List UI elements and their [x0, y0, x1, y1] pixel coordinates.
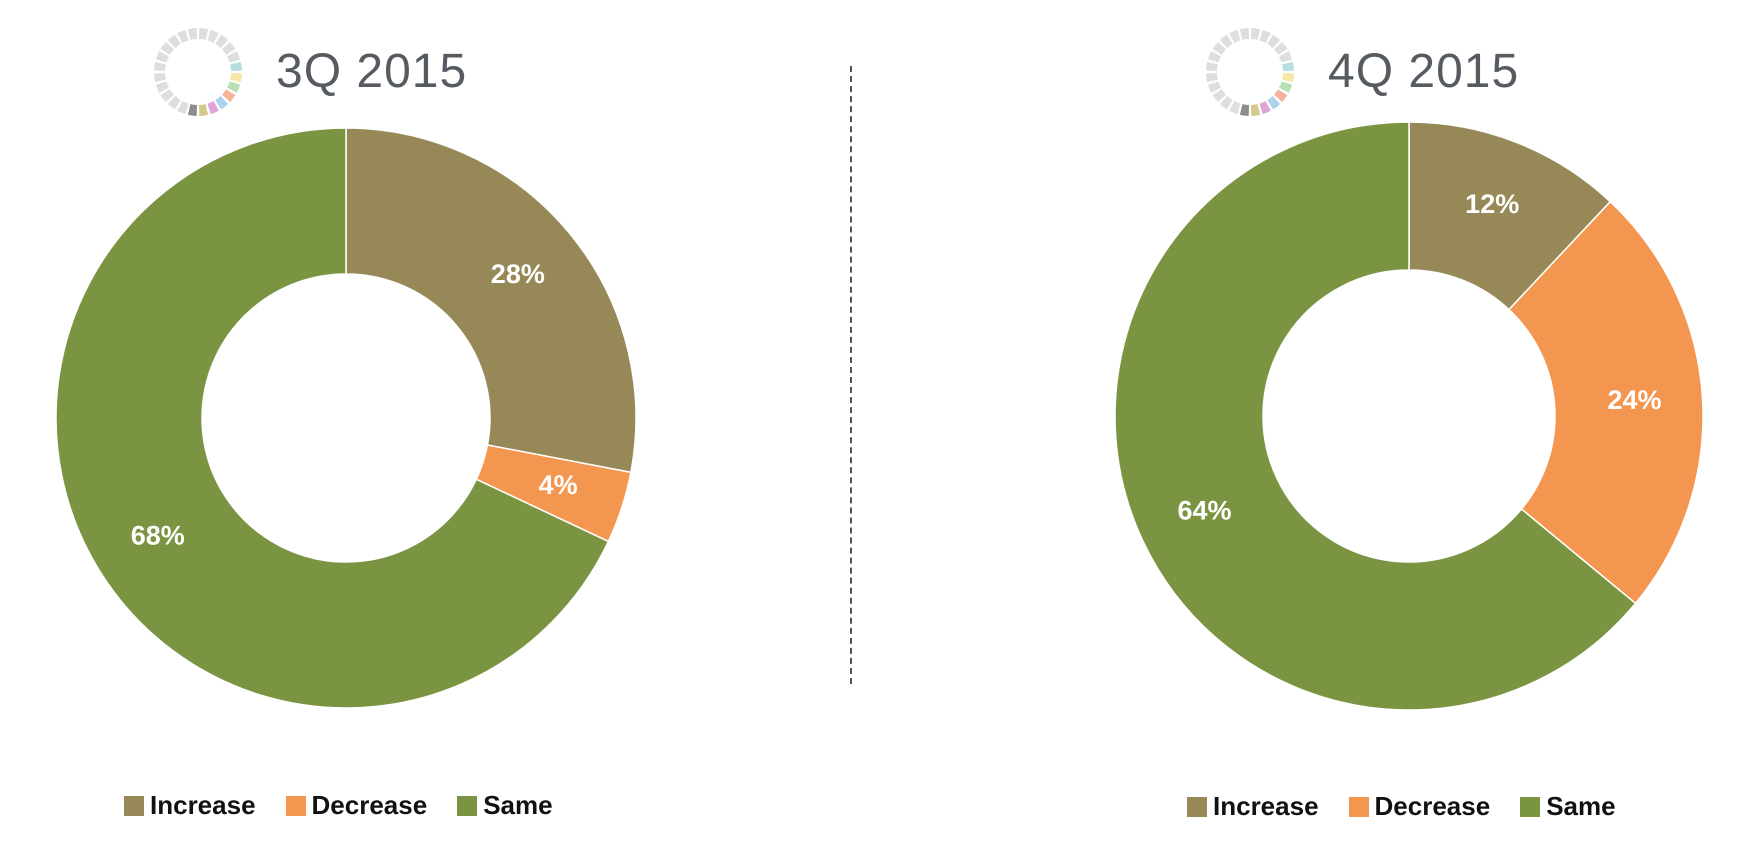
legend-item-decrease: Decrease	[1348, 791, 1491, 822]
ring-icon-segment	[1282, 72, 1294, 83]
legend-label-increase: Increase	[1213, 791, 1319, 821]
chart-panel-3q: 3Q 2015 28% 4% 68% Increase Decrease Same	[55, 28, 637, 821]
ring-icon	[154, 28, 242, 116]
legend-label-same: Same	[483, 790, 553, 820]
ring-icon-segment	[1274, 41, 1288, 55]
ring-icon-segment	[1206, 61, 1218, 72]
ring-icon-segment	[1279, 81, 1293, 93]
legend-swatch-same	[457, 795, 478, 816]
legend-item-decrease: Decrease	[285, 790, 428, 821]
legend-item-increase: Increase	[124, 790, 256, 821]
ring-icon-segment	[230, 61, 242, 72]
chart-title: 3Q 2015	[276, 45, 468, 98]
ring-icon-segment	[1259, 101, 1271, 115]
ring-icon-segment	[1219, 96, 1233, 110]
ring-icon	[1206, 28, 1294, 116]
ring-icon-segment	[160, 89, 174, 103]
ring-icon-segment	[154, 72, 166, 83]
ring-icon-segment	[227, 81, 241, 93]
legend-swatch-increase	[1187, 796, 1207, 817]
ring-icon-segment	[177, 29, 189, 43]
data-label-increase: 12%	[1465, 189, 1519, 219]
ring-icon-segment	[198, 104, 209, 116]
ring-icon-segment	[207, 29, 219, 43]
ring-icon-segment	[154, 61, 166, 72]
panel-divider	[850, 66, 852, 684]
ring-icon-segment	[1239, 28, 1250, 40]
ring-icon-segment	[1282, 61, 1294, 72]
legend-swatch-decrease	[285, 795, 306, 816]
donut-chart-3q: 28% 4% 68%	[55, 127, 637, 709]
ring-icon-segment	[155, 81, 169, 93]
data-label-same: 64%	[1177, 495, 1231, 525]
ring-icon-segment	[1239, 104, 1250, 116]
legend-label-same: Same	[1546, 791, 1616, 821]
ring-icon-segment	[1229, 29, 1241, 43]
ring-icon-segment	[1229, 101, 1241, 115]
legend-item-same: Same	[457, 790, 553, 821]
ring-icon-segment	[1219, 34, 1233, 48]
donut-slice-increase	[1408, 121, 1612, 311]
ring-icon-segment	[1274, 89, 1288, 103]
legend-swatch-increase	[124, 795, 144, 816]
data-label-decrease: 4%	[539, 470, 578, 500]
ring-icon-segment	[187, 104, 198, 116]
legend-item-increase: Increase	[1187, 791, 1319, 822]
ring-icon-segment	[1267, 96, 1281, 110]
ring-icon-segment	[215, 96, 229, 110]
ring-icon-segment	[167, 96, 181, 110]
ring-icon-segment	[1259, 29, 1271, 43]
ring-icon-segment	[160, 41, 174, 55]
legend-swatch-decrease	[1348, 796, 1369, 817]
donut-slice-increase	[345, 127, 637, 474]
chart-panel-4q: 4Q 2015 12% 24% 64% Increase Decrease Same	[873, 0, 1746, 850]
ring-icon-segment	[1250, 28, 1261, 40]
ring-icon-segment	[222, 89, 236, 103]
legend-item-same: Same	[1520, 791, 1616, 822]
ring-icon-segment	[1207, 51, 1221, 63]
ring-icon-segment	[230, 72, 242, 83]
donut-slice-same	[1114, 121, 1637, 711]
chart-legend: Increase Decrease Same	[1187, 791, 1616, 822]
ring-icon-segment	[1212, 89, 1226, 103]
donut-chart-4q: 12% 24% 64%	[1114, 121, 1704, 711]
ring-icon-segment	[1267, 34, 1281, 48]
ring-icon-segment	[1206, 72, 1218, 83]
ring-icon-segment	[1250, 104, 1261, 116]
ring-icon-segment	[198, 28, 209, 40]
legend-label-decrease: Decrease	[311, 790, 428, 820]
data-label-decrease: 24%	[1608, 385, 1662, 415]
ring-icon-segment	[1207, 81, 1221, 93]
ring-icon-segment	[222, 41, 236, 55]
data-label-increase: 28%	[491, 259, 545, 289]
legend-label-increase: Increase	[150, 790, 256, 820]
ring-icon-segment	[187, 28, 198, 40]
ring-icon-segment	[1279, 51, 1293, 63]
ring-icon-segment	[167, 34, 181, 48]
ring-icon-segment	[227, 51, 241, 63]
legend-swatch-same	[1520, 796, 1541, 817]
ring-icon-segment	[207, 101, 219, 115]
donut-slice-same	[55, 127, 610, 709]
data-label-same: 68%	[131, 521, 185, 551]
ring-icon-segment	[1212, 41, 1226, 55]
chart-legend: Increase Decrease Same	[124, 790, 553, 821]
chart-title: 4Q 2015	[1328, 45, 1520, 98]
legend-label-decrease: Decrease	[1374, 791, 1491, 821]
ring-icon-segment	[155, 51, 169, 63]
ring-icon-segment	[177, 101, 189, 115]
donut-slice-decrease	[1507, 200, 1704, 605]
ring-icon-segment	[215, 34, 229, 48]
